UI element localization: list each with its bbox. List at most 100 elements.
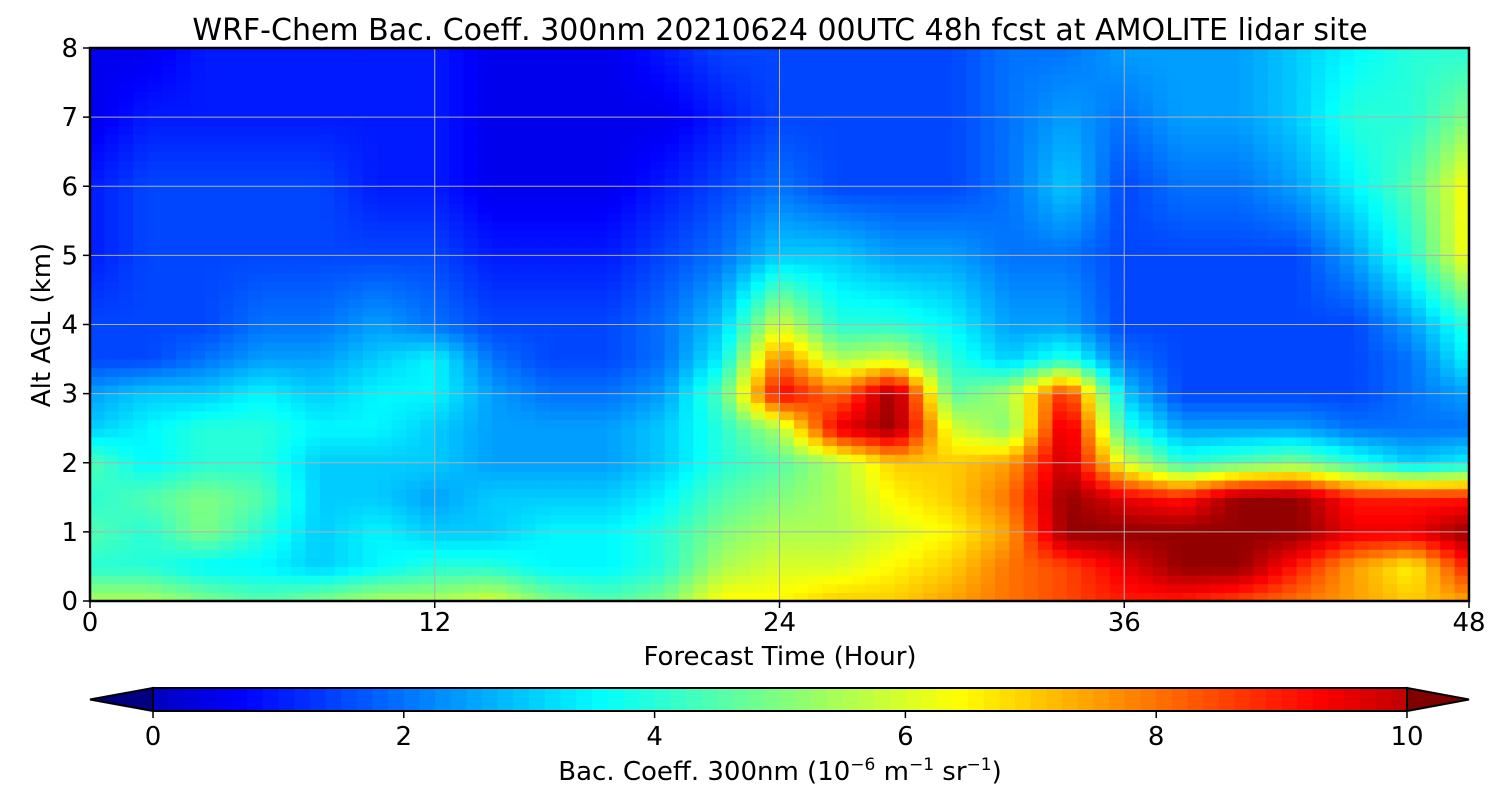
heatmap-cell bbox=[1210, 514, 1226, 524]
heatmap-cell bbox=[722, 445, 737, 455]
heatmap-cell bbox=[650, 255, 666, 265]
heatmap-cell bbox=[693, 168, 709, 179]
heatmap-cell bbox=[1196, 376, 1212, 386]
heatmap-cell bbox=[1354, 376, 1370, 386]
heatmap-cell bbox=[865, 445, 881, 455]
heatmap-cell bbox=[305, 549, 321, 559]
heatmap-cell bbox=[793, 514, 809, 524]
heatmap-cell bbox=[1296, 480, 1312, 490]
heatmap-cell bbox=[219, 531, 235, 542]
heatmap-cell bbox=[865, 583, 881, 593]
heatmap-cell bbox=[535, 419, 551, 429]
heatmap-cell bbox=[1411, 220, 1427, 231]
heatmap-cell bbox=[851, 194, 867, 205]
heatmap-cell bbox=[161, 229, 177, 239]
heatmap-cell bbox=[1066, 315, 1082, 326]
heatmap-cell bbox=[937, 523, 953, 533]
heatmap-cell bbox=[520, 471, 536, 481]
heatmap-cell bbox=[894, 203, 910, 213]
heatmap-cell bbox=[1066, 359, 1082, 369]
heatmap-cell bbox=[951, 549, 967, 559]
heatmap-cell bbox=[607, 324, 623, 334]
heatmap-cell bbox=[348, 557, 364, 568]
heatmap-cell bbox=[808, 264, 824, 274]
heatmap-cell bbox=[635, 307, 651, 317]
heatmap-cell bbox=[1038, 281, 1054, 291]
heatmap-cell bbox=[1368, 220, 1384, 231]
heatmap-cell bbox=[621, 428, 637, 438]
heatmap-cell bbox=[1411, 549, 1427, 559]
heatmap-cell bbox=[951, 566, 967, 576]
heatmap-cell bbox=[707, 523, 723, 533]
heatmap-cell bbox=[880, 557, 896, 568]
heatmap-cell bbox=[1009, 566, 1025, 576]
heatmap-cell bbox=[319, 220, 335, 231]
heatmap-cell bbox=[1411, 203, 1427, 213]
heatmap-cell bbox=[1411, 428, 1427, 438]
heatmap-cell bbox=[1124, 298, 1140, 308]
heatmap-cell bbox=[765, 341, 781, 352]
heatmap-cell bbox=[1282, 540, 1298, 550]
heatmap-cell bbox=[449, 324, 465, 334]
heatmap-cell bbox=[406, 341, 421, 352]
heatmap-cell bbox=[836, 557, 852, 568]
heatmap-cell bbox=[1038, 583, 1054, 593]
heatmap-cell bbox=[1354, 367, 1370, 377]
heatmap-cell bbox=[305, 168, 321, 179]
heatmap-cell bbox=[348, 359, 364, 369]
heatmap-cell bbox=[937, 186, 953, 196]
heatmap-cell bbox=[176, 151, 192, 161]
heatmap-cell bbox=[133, 454, 149, 464]
heatmap-cell bbox=[233, 419, 249, 429]
heatmap-cell bbox=[966, 531, 982, 542]
heatmap-cell bbox=[1167, 359, 1183, 369]
heatmap-cell bbox=[808, 402, 824, 412]
heatmap-cell bbox=[707, 514, 723, 524]
heatmap-cell bbox=[104, 436, 120, 447]
heatmap-cell bbox=[1339, 220, 1355, 231]
heatmap-cell bbox=[233, 480, 249, 490]
heatmap-cell bbox=[161, 220, 177, 231]
heatmap-cell bbox=[1368, 194, 1384, 205]
heatmap-cell bbox=[578, 229, 594, 239]
heatmap-cell bbox=[262, 229, 278, 239]
heatmap-cell bbox=[1325, 575, 1341, 585]
heatmap-cell bbox=[406, 557, 421, 568]
heatmap-cell bbox=[520, 194, 536, 205]
heatmap-cell bbox=[966, 151, 982, 161]
heatmap-cell bbox=[765, 186, 781, 196]
heatmap-cell bbox=[161, 419, 177, 429]
heatmap-cell bbox=[147, 514, 163, 524]
heatmap-cell bbox=[808, 160, 824, 170]
heatmap-cell bbox=[391, 428, 407, 438]
heatmap-cell bbox=[233, 229, 249, 239]
heatmap-cell bbox=[420, 419, 436, 429]
heatmap-cell bbox=[449, 402, 465, 412]
heatmap-cell bbox=[276, 160, 292, 170]
heatmap-cell bbox=[693, 315, 709, 326]
heatmap-cell bbox=[1397, 341, 1413, 352]
heatmap-cell bbox=[362, 549, 378, 559]
heatmap-cell bbox=[836, 350, 852, 360]
heatmap-cell bbox=[650, 203, 666, 213]
heatmap-cell bbox=[851, 566, 867, 576]
heatmap-cell bbox=[1009, 298, 1025, 308]
heatmap-cell bbox=[348, 497, 364, 507]
heatmap-cell bbox=[678, 341, 694, 352]
heatmap-cell bbox=[463, 203, 479, 213]
heatmap-cell bbox=[1152, 289, 1168, 300]
heatmap-cell bbox=[291, 203, 307, 213]
heatmap-cell bbox=[908, 557, 924, 568]
heatmap-cell bbox=[578, 575, 594, 585]
heatmap-cell bbox=[276, 341, 292, 352]
heatmap-cell bbox=[1425, 575, 1441, 585]
heatmap-cell bbox=[1196, 428, 1212, 438]
heatmap-cell bbox=[994, 298, 1010, 308]
heatmap-cell bbox=[1109, 281, 1125, 291]
heatmap-cell bbox=[1152, 523, 1168, 533]
heatmap-cell bbox=[822, 272, 838, 282]
heatmap-cell bbox=[592, 359, 608, 369]
heatmap-cell bbox=[434, 540, 450, 550]
heatmap-cell bbox=[1339, 471, 1355, 481]
heatmap-cell bbox=[133, 583, 149, 593]
